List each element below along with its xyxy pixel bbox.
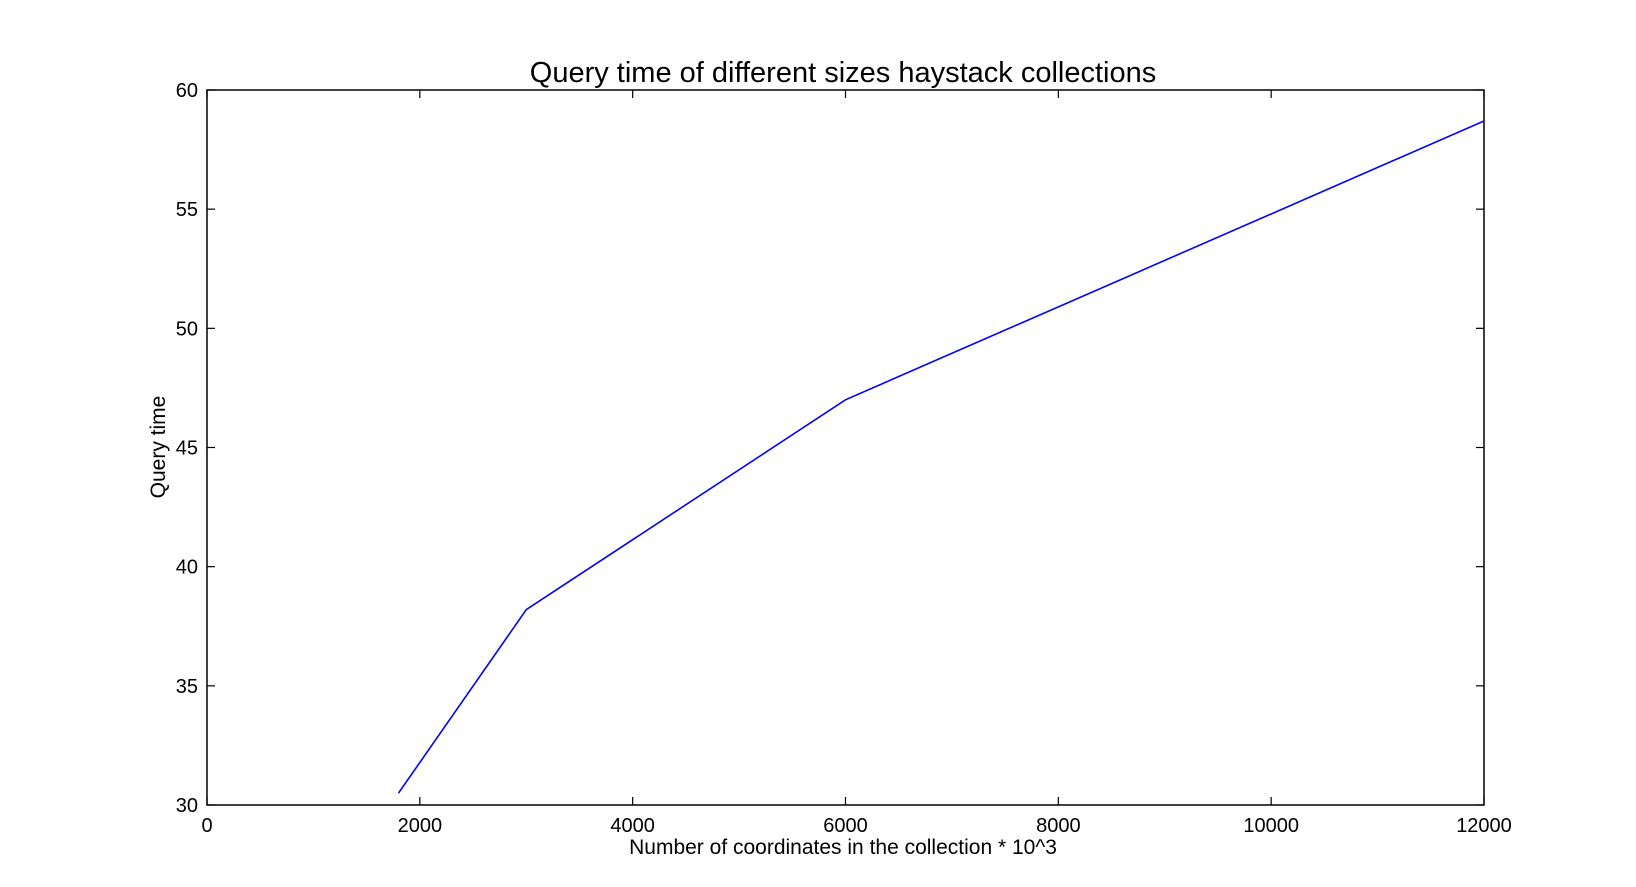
y-tick-label: 50: [176, 318, 198, 340]
x-tick-label: 2000: [398, 815, 443, 837]
x-tick-label: 4000: [610, 815, 655, 837]
series-line: [397, 120, 1485, 794]
chart-title: Query time of different sizes haystack c…: [530, 57, 1156, 89]
series-layer: [397, 120, 1485, 794]
x-tick-label: 0: [201, 815, 212, 837]
plot-frame: [206, 89, 1485, 806]
x-tick-label: 12000: [1456, 815, 1512, 837]
y-axis-ticks: 30 35 40 45 50 55 60: [176, 80, 1484, 817]
x-axis-ticks: 0 2000 4000 6000 8000 10000 12000: [201, 90, 1512, 837]
x-tick-label: 6000: [823, 815, 868, 837]
y-tick-label: 40: [176, 557, 198, 579]
x-axis-label: Number of coordinates in the collection …: [629, 836, 1057, 859]
y-tick-label: 45: [176, 438, 198, 460]
y-tick-label: 55: [176, 199, 198, 221]
y-tick-label: 30: [176, 795, 198, 817]
x-tick-label: 10000: [1243, 815, 1299, 837]
y-tick-label: 35: [176, 676, 198, 698]
x-tick-label: 8000: [1036, 815, 1081, 837]
y-axis-label: Query time: [147, 396, 170, 499]
y-tick-label: 60: [176, 80, 198, 102]
